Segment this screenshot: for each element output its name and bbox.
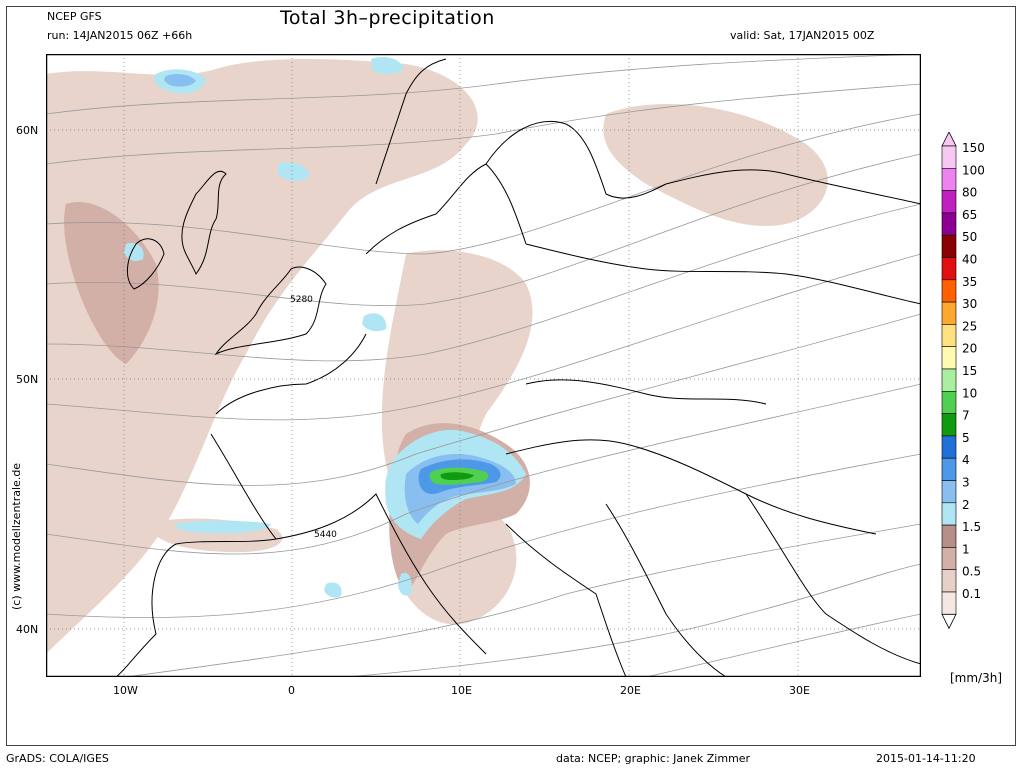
legend-label: 35 bbox=[962, 275, 977, 289]
precipitation-map: 5280 5440 bbox=[46, 54, 921, 677]
legend-label: 7 bbox=[962, 409, 970, 423]
lon-label-10e: 10E bbox=[451, 684, 472, 697]
figure-frame bbox=[6, 6, 1016, 746]
legend-swatch bbox=[941, 167, 957, 191]
legend-label: 65 bbox=[962, 208, 977, 222]
legend-swatch bbox=[941, 145, 957, 169]
map-border bbox=[46, 54, 921, 677]
contour-label-5440: 5440 bbox=[314, 530, 337, 540]
legend-label: 3 bbox=[962, 476, 970, 490]
lon-label-30e: 30E bbox=[789, 684, 810, 697]
legend-swatch bbox=[941, 212, 957, 236]
legend-label: 15 bbox=[962, 364, 977, 378]
legend-swatch bbox=[941, 324, 957, 347]
legend-swatch bbox=[941, 301, 957, 325]
lon-label-10w: 10W bbox=[113, 684, 138, 697]
lat-label-40n: 40N bbox=[16, 623, 39, 636]
legend-label: 50 bbox=[962, 230, 977, 244]
legend-label: 150 bbox=[962, 141, 985, 155]
lat-label-50n: 50N bbox=[16, 373, 39, 386]
legend-label: 1 bbox=[962, 542, 970, 556]
legend-swatch bbox=[941, 346, 957, 370]
legend-swatch bbox=[941, 413, 957, 437]
legend-label: 1.5 bbox=[962, 520, 981, 534]
legend-label: 40 bbox=[962, 253, 977, 267]
legend-label: 20 bbox=[962, 342, 977, 356]
legend-arrow-bottom bbox=[941, 613, 957, 630]
credit-text: (c) www.modellzentrale.de bbox=[10, 462, 23, 610]
lat-label-60n: 60N bbox=[16, 124, 39, 137]
legend-swatch bbox=[941, 569, 957, 593]
contour-label-5280: 5280 bbox=[290, 295, 313, 305]
legend-swatch bbox=[941, 279, 957, 303]
legend-label: 2 bbox=[962, 498, 970, 512]
lon-label-20e: 20E bbox=[620, 684, 641, 697]
legend-swatch bbox=[941, 502, 957, 526]
legend-label: 25 bbox=[962, 319, 977, 333]
legend-swatch bbox=[941, 368, 957, 392]
precip-shading bbox=[46, 57, 828, 654]
precip-legend: 150 100 80 65 50 40 35 30 25 20 15 10 7 5 4 3 2 1.5 1 0.5 0.… bbox=[941, 132, 985, 630]
legend-label: 30 bbox=[962, 297, 977, 311]
legend-label: 0.1 bbox=[962, 587, 981, 601]
legend-swatch bbox=[941, 257, 957, 281]
legend-label: 10 bbox=[962, 386, 977, 400]
run-info: run: 14JAN2015 06Z +66h bbox=[47, 29, 193, 42]
footer-timestamp: 2015-01-14-11:20 bbox=[876, 752, 976, 765]
legend-label: 0.5 bbox=[962, 565, 981, 579]
legend-label: 100 bbox=[962, 163, 985, 177]
footer-software: GrADS: COLA/IGES bbox=[6, 752, 109, 765]
legend-label: 4 bbox=[962, 453, 970, 467]
legend-swatch bbox=[941, 591, 957, 615]
model-name: NCEP GFS bbox=[47, 10, 102, 23]
legend-swatch bbox=[941, 190, 957, 214]
coastlines bbox=[115, 58, 921, 677]
legend-swatch bbox=[941, 390, 957, 414]
lon-label-0: 0 bbox=[288, 684, 295, 697]
legend-swatch bbox=[941, 480, 957, 504]
legend-label: 80 bbox=[962, 186, 977, 200]
legend-swatch bbox=[941, 547, 957, 570]
page-title: Total 3h–precipitation bbox=[280, 7, 495, 29]
height-contours bbox=[46, 54, 921, 677]
valid-time: valid: Sat, 17JAN2015 00Z bbox=[730, 29, 875, 42]
legend-swatch bbox=[941, 457, 957, 481]
footer-data-credit: data: NCEP; graphic: Janek Zimmer bbox=[556, 752, 751, 765]
legend-swatch bbox=[941, 234, 957, 258]
legend-swatch bbox=[941, 435, 957, 459]
legend-label: 5 bbox=[962, 431, 970, 445]
legend-arrow-top bbox=[941, 132, 957, 147]
legend-units: [mm/3h] bbox=[950, 671, 1003, 685]
legend-swatch bbox=[941, 524, 957, 548]
